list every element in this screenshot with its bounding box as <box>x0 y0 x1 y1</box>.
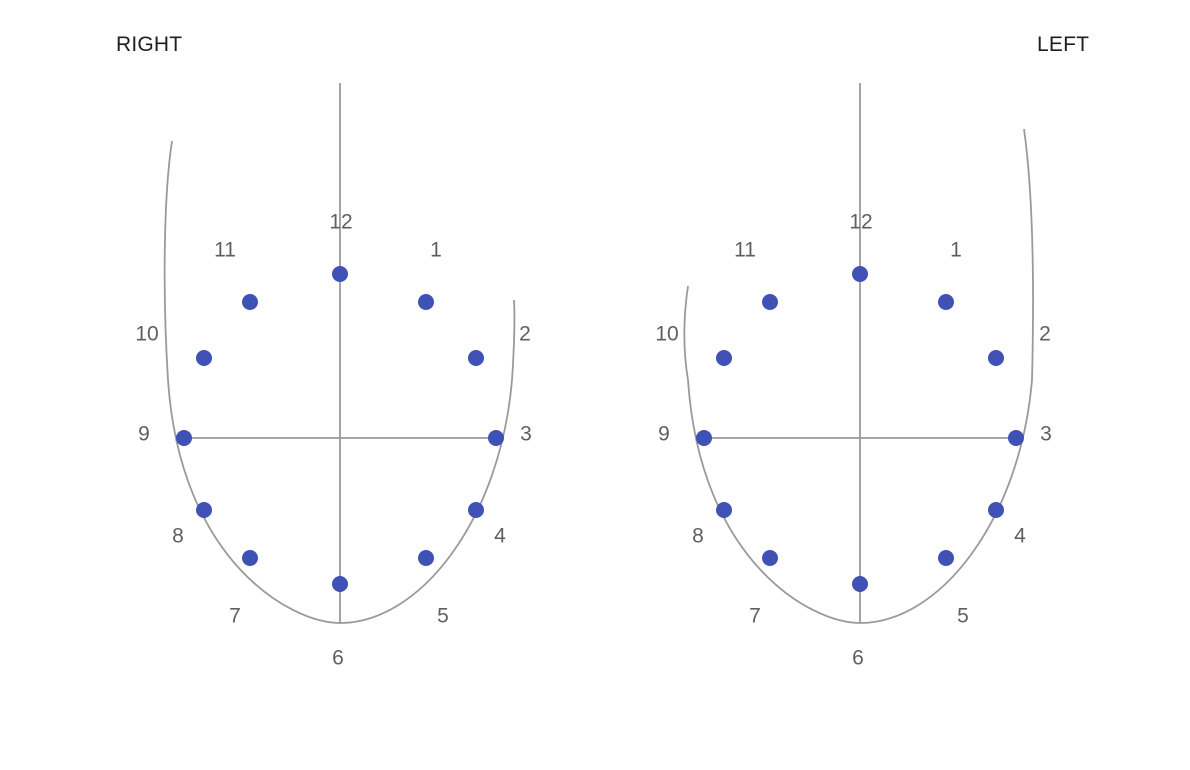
right-clock-point-4[interactable] <box>468 502 484 518</box>
left-clock-point-2[interactable] <box>988 350 1004 366</box>
right-clock-point-1[interactable] <box>418 294 434 310</box>
right-clock-point-10[interactable] <box>196 350 212 366</box>
left-clock-label-4: 4 <box>1014 525 1026 548</box>
right-clock-label-6: 6 <box>332 647 344 670</box>
right-clock-label-10: 10 <box>135 323 158 346</box>
right-clock-point-11[interactable] <box>242 294 258 310</box>
right-clock-label-11: 11 <box>214 239 236 262</box>
right-side-title: RIGHT <box>116 33 183 56</box>
right-clock-point-8[interactable] <box>196 502 212 518</box>
right-clock-point-5[interactable] <box>418 550 434 566</box>
right-clock-point-9[interactable] <box>176 430 192 446</box>
left-breast-outline <box>683 128 1034 624</box>
left-clock-label-3: 3 <box>1040 423 1052 446</box>
right-clock-label-2: 2 <box>519 323 531 346</box>
left-side-title: LEFT <box>1037 33 1090 56</box>
left-clock-point-11[interactable] <box>762 294 778 310</box>
right-clock-point-3[interactable] <box>488 430 504 446</box>
left-clock-label-12: 12 <box>849 211 872 234</box>
right-clock-label-8: 8 <box>172 525 184 548</box>
left-clock-point-8[interactable] <box>716 502 732 518</box>
left-clock-label-10: 10 <box>655 323 678 346</box>
left-clock-label-1: 1 <box>950 239 962 262</box>
right-clock-label-4: 4 <box>494 525 506 548</box>
right-clock-label-5: 5 <box>437 605 449 628</box>
left-clock-label-7: 7 <box>749 605 761 628</box>
left-clock-label-11: 11 <box>734 239 756 262</box>
left-clock-point-9[interactable] <box>696 430 712 446</box>
left-clock-point-6[interactable] <box>852 576 868 592</box>
left-clock-label-6: 6 <box>852 647 864 670</box>
right-clock-label-9: 9 <box>138 423 150 446</box>
left-clock-point-4[interactable] <box>988 502 1004 518</box>
right-clock-label-7: 7 <box>229 605 241 628</box>
left-clock-label-9: 9 <box>658 423 670 446</box>
left-clock-label-2: 2 <box>1039 323 1051 346</box>
right-breast-outline <box>163 140 516 624</box>
left-clock-point-1[interactable] <box>938 294 954 310</box>
right-clock-point-12[interactable] <box>332 266 348 282</box>
right-clock-point-7[interactable] <box>242 550 258 566</box>
left-clock-point-3[interactable] <box>1008 430 1024 446</box>
left-clock-label-8: 8 <box>692 525 704 548</box>
left-clock-point-12[interactable] <box>852 266 868 282</box>
right-clock-point-6[interactable] <box>332 576 348 592</box>
left-clock-point-7[interactable] <box>762 550 778 566</box>
left-clock-label-5: 5 <box>957 605 969 628</box>
left-clock-point-5[interactable] <box>938 550 954 566</box>
right-clock-point-2[interactable] <box>468 350 484 366</box>
right-clock-label-3: 3 <box>520 423 532 446</box>
right-clock-label-12: 12 <box>329 211 352 234</box>
right-clock-label-1: 1 <box>430 239 442 262</box>
left-clock-point-10[interactable] <box>716 350 732 366</box>
